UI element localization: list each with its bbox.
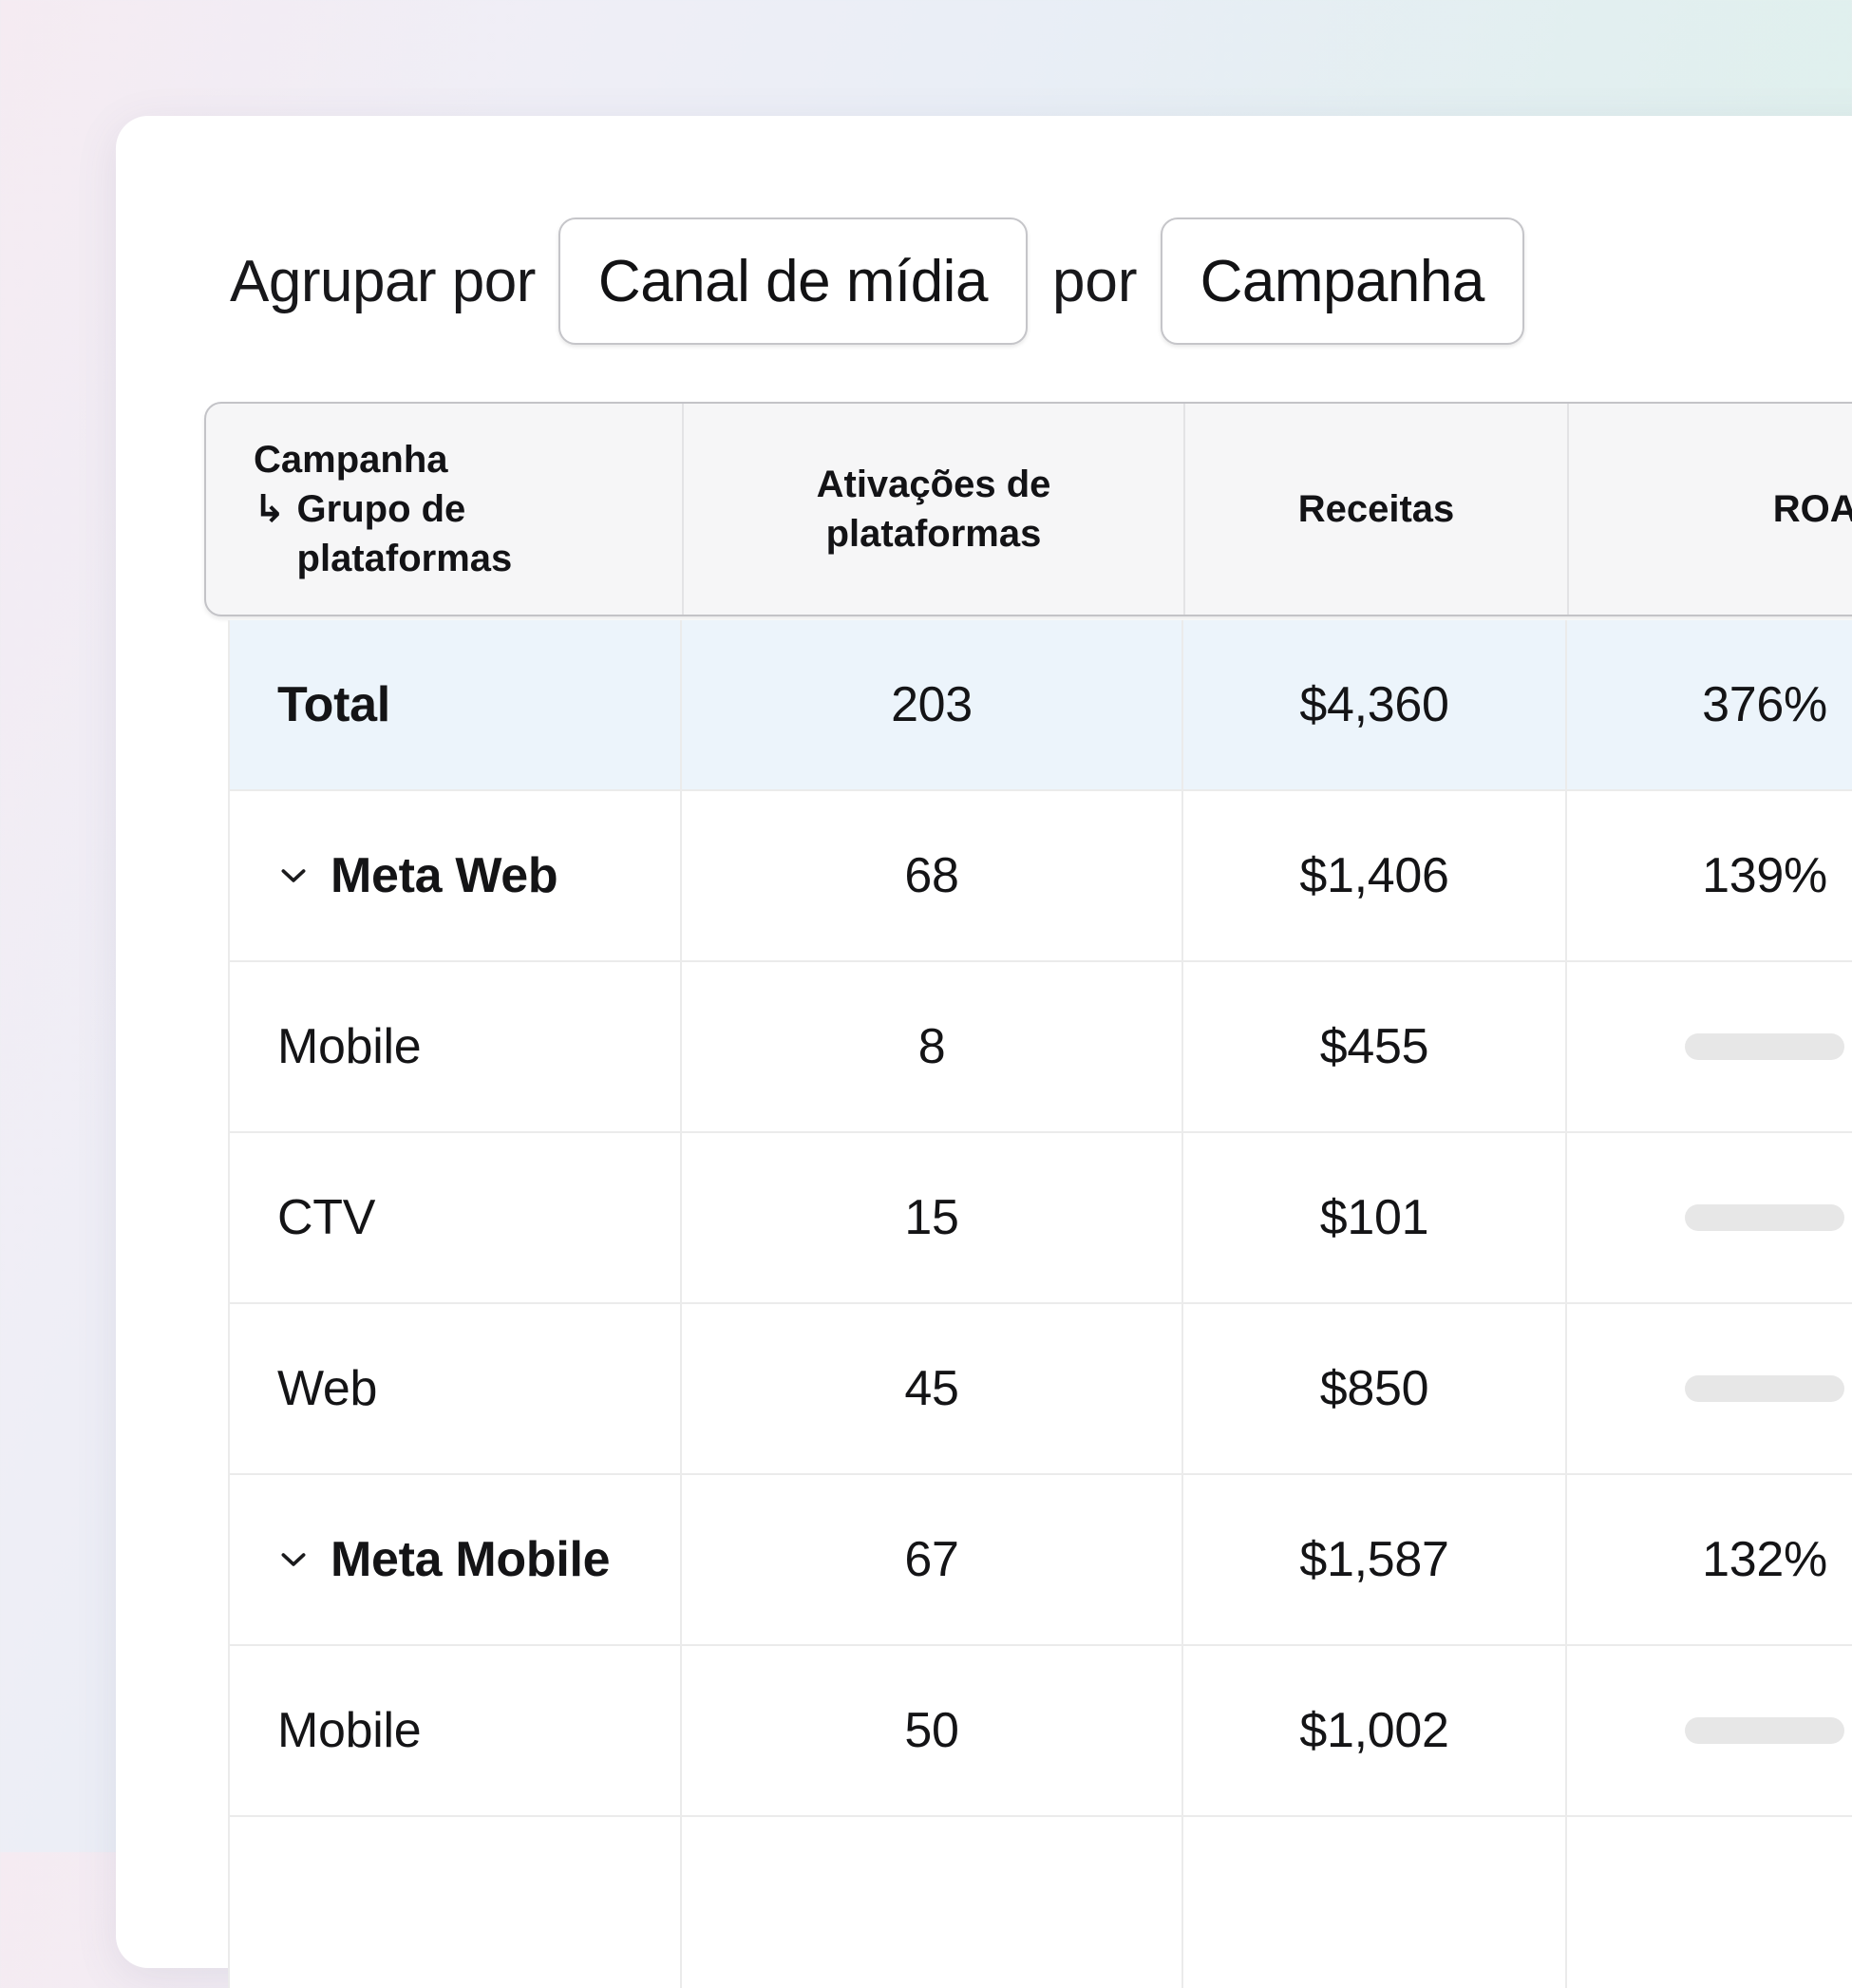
table-row: CTV 15 $101 (230, 1133, 1852, 1304)
column-header-campaign-line1: Campanha (254, 439, 448, 481)
table-body: Total 203 $4,360 376% Meta Web 68 $1,406… (228, 620, 1852, 1988)
table-row (230, 1817, 1852, 1988)
group-by-bar: Agrupar por Canal de mídia por Campanha (230, 215, 1524, 348)
roas-placeholder-pill (1685, 1204, 1844, 1231)
table-row: Meta Web 68 $1,406 139% (230, 791, 1852, 962)
table-row: Mobile 50 $1,002 (230, 1646, 1852, 1817)
column-header-revenue: Receitas (1185, 404, 1569, 615)
cell-revenue: $455 (1183, 962, 1567, 1131)
row-label: Web (277, 1361, 378, 1416)
group-by-connector: por (1051, 248, 1138, 314)
table-row: Total 203 $4,360 376% (230, 620, 1852, 791)
subgroup-arrow-icon: ↳ (254, 488, 286, 530)
roas-placeholder-pill (1685, 1033, 1844, 1060)
row-label: CTV (277, 1190, 376, 1245)
table-row: Meta Mobile 67 $1,587 132% (230, 1475, 1852, 1646)
cell-activations: 203 (682, 620, 1183, 789)
row-label: Total (277, 677, 390, 732)
cell-activations: 67 (682, 1475, 1183, 1644)
row-label: Mobile (277, 1019, 422, 1074)
row-label: Mobile (277, 1703, 422, 1758)
roas-placeholder-pill (1685, 1375, 1844, 1402)
row-label: Meta Mobile (331, 1532, 611, 1587)
column-header-campaign-line2: Grupo de plataformas (296, 488, 513, 579)
cell-activations (682, 1817, 1183, 1988)
cell-revenue: $850 (1183, 1304, 1567, 1473)
cell-revenue: $101 (1183, 1133, 1567, 1302)
column-header-campaign: Campanha ↳ Grupo de plataformas (206, 404, 684, 615)
column-header-activations: Ativações de plataformas (684, 404, 1185, 615)
group-by-first-select[interactable]: Canal de mídia (557, 218, 1028, 345)
cell-revenue: $1,587 (1183, 1475, 1567, 1644)
cell-activations: 15 (682, 1133, 1183, 1302)
cell-activations: 50 (682, 1646, 1183, 1815)
cell-revenue: $1,002 (1183, 1646, 1567, 1815)
cell-activations: 68 (682, 791, 1183, 960)
cell-roas-value: 132% (1702, 1532, 1827, 1587)
table-row: Mobile 8 $455 (230, 962, 1852, 1133)
cell-revenue: $1,406 (1183, 791, 1567, 960)
group-by-second-select[interactable]: Campanha (1160, 218, 1524, 345)
chevron-down-icon[interactable] (277, 1543, 310, 1576)
chevron-down-icon[interactable] (277, 860, 310, 892)
table-row: Web 45 $850 (230, 1304, 1852, 1475)
cell-roas-value: 376% (1702, 677, 1827, 732)
column-header-roas: ROAS (1772, 488, 1852, 530)
roas-placeholder-pill (1685, 1717, 1844, 1744)
cell-revenue (1183, 1817, 1567, 1988)
cell-revenue: $4,360 (1183, 620, 1567, 789)
group-by-label: Agrupar por (230, 248, 536, 314)
cell-roas-value: 139% (1702, 848, 1827, 903)
cell-activations: 45 (682, 1304, 1183, 1473)
row-label: Meta Web (331, 848, 558, 903)
table-header: Campanha ↳ Grupo de plataformas Ativaçõe… (204, 402, 1852, 616)
report-card: Agrupar por Canal de mídia por Campanha … (116, 116, 1852, 1988)
cell-activations: 8 (682, 962, 1183, 1131)
